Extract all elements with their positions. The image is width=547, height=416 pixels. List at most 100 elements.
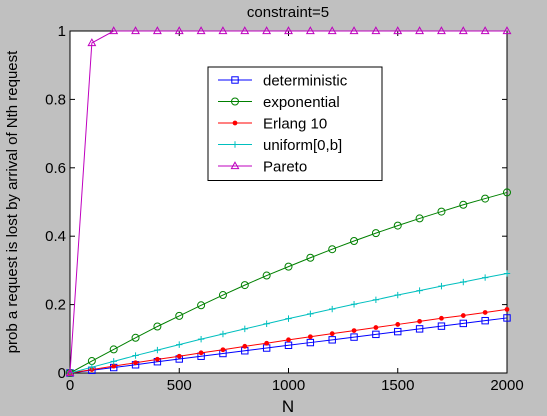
legend-label: exponential bbox=[263, 94, 340, 111]
legend-entry: Erlang 10 bbox=[218, 116, 327, 133]
data-point-triangle bbox=[480, 26, 490, 35]
legend-entry: uniform[0,b] bbox=[218, 137, 342, 154]
data-point-circle bbox=[231, 97, 239, 106]
data-point-dot bbox=[133, 360, 138, 366]
x-tick-label: 500 bbox=[167, 377, 192, 394]
series-line bbox=[69, 30, 507, 374]
data-point-plus bbox=[481, 274, 489, 281]
data-point-circle bbox=[218, 291, 227, 300]
data-point-dot bbox=[242, 343, 248, 349]
data-point-triangle bbox=[196, 26, 206, 35]
data-point-triangle bbox=[393, 26, 403, 35]
data-point-plus bbox=[263, 320, 270, 327]
y-tick-label: 0.4 bbox=[45, 228, 66, 245]
data-point-circle bbox=[350, 236, 359, 245]
data-point-circle bbox=[503, 188, 511, 197]
data-point-circle bbox=[240, 281, 249, 290]
data-point-dot bbox=[417, 318, 423, 324]
data-point-circle bbox=[284, 262, 293, 271]
data-point-circle bbox=[437, 207, 446, 216]
data-point-dot bbox=[286, 337, 291, 343]
data-point-triangle bbox=[262, 26, 272, 35]
axis-ticks: 0 500 1000 1500 2000 0 0.2 0.4 0.6 0.8 1 bbox=[45, 23, 524, 394]
legend: deterministic exponential Erlang 10 uniform… bbox=[207, 66, 383, 181]
data-point-square bbox=[394, 327, 402, 336]
data-point-triangle bbox=[436, 26, 446, 35]
data-point-plus bbox=[176, 341, 183, 348]
data-point-triangle bbox=[502, 26, 512, 35]
series-line bbox=[69, 317, 508, 374]
data-point-dot bbox=[329, 331, 335, 337]
data-point-circle bbox=[393, 221, 402, 230]
data-point-triangle bbox=[152, 26, 162, 35]
legend-entry: exponential bbox=[218, 94, 340, 111]
data-point-circle bbox=[415, 214, 424, 223]
legend-label: Erlang 10 bbox=[263, 116, 327, 133]
y-axis-label: prob a request is lost by arrival of Nth… bbox=[4, 50, 21, 353]
data-point-circle bbox=[481, 194, 490, 203]
data-point-triangle bbox=[458, 26, 468, 35]
x-axis-label: N bbox=[282, 397, 294, 416]
data-point-circle bbox=[131, 333, 140, 342]
data-point-plus bbox=[438, 282, 445, 290]
data-point-triangle bbox=[327, 26, 337, 35]
data-point-circle bbox=[459, 200, 468, 209]
legend-label: deterministic bbox=[263, 73, 348, 90]
legend-entry: deterministic bbox=[218, 73, 348, 90]
y-tick-label: 0.6 bbox=[45, 160, 66, 177]
data-point-circle bbox=[153, 322, 162, 331]
legend-label: uniform[0,b] bbox=[263, 137, 342, 154]
data-point-circle bbox=[262, 271, 271, 280]
data-point-circle bbox=[197, 301, 206, 310]
data-point-plus bbox=[110, 358, 117, 365]
data-point-triangle bbox=[371, 26, 381, 35]
data-point-circle bbox=[175, 311, 184, 320]
data-point-plus bbox=[416, 287, 423, 294]
data-point-square bbox=[328, 336, 336, 344]
data-point-triangle bbox=[240, 26, 250, 35]
series-uniform-0-b bbox=[66, 270, 511, 377]
chart-title: constraint=5 bbox=[247, 4, 329, 21]
series-layer bbox=[65, 26, 512, 377]
legend-label: Pareto bbox=[263, 159, 307, 176]
y-tick-label: 0.8 bbox=[45, 91, 66, 108]
data-point-dot bbox=[155, 356, 160, 362]
data-point-dot bbox=[439, 315, 444, 321]
series-line bbox=[69, 191, 508, 374]
data-point-triangle bbox=[174, 26, 184, 35]
legend-entry: Pareto bbox=[218, 159, 307, 176]
data-point-circle bbox=[328, 245, 337, 254]
data-point-dot bbox=[176, 353, 182, 359]
data-point-square bbox=[350, 333, 358, 341]
y-tick-label: 0.2 bbox=[45, 297, 66, 314]
series-exponential bbox=[66, 188, 511, 377]
data-point-triangle bbox=[218, 26, 228, 35]
data-point-square bbox=[231, 76, 239, 84]
data-point-dot bbox=[198, 350, 204, 356]
data-point-circle bbox=[306, 253, 315, 262]
data-point-plus bbox=[88, 363, 96, 371]
data-point-plus bbox=[132, 352, 139, 359]
data-point-dot bbox=[264, 340, 270, 346]
data-point-plus bbox=[231, 141, 239, 148]
data-point-dot bbox=[232, 120, 238, 126]
data-point-square bbox=[372, 330, 380, 339]
x-tick-label: 1500 bbox=[381, 377, 414, 394]
data-point-square bbox=[415, 325, 424, 333]
data-point-plus bbox=[219, 330, 227, 338]
data-point-plus bbox=[460, 278, 467, 286]
x-tick-label: 2000 bbox=[490, 377, 523, 394]
data-point-plus bbox=[241, 325, 248, 333]
data-point-plus bbox=[329, 305, 336, 313]
data-point-triangle bbox=[109, 26, 119, 35]
data-point-plus bbox=[394, 291, 401, 299]
data-point-square bbox=[437, 322, 446, 330]
series-pareto bbox=[65, 26, 512, 377]
x-tick-label: 0 bbox=[66, 377, 74, 394]
data-point-plus bbox=[285, 315, 292, 322]
data-point-triangle bbox=[349, 26, 359, 35]
data-point-triangle bbox=[415, 26, 425, 35]
data-point-plus bbox=[372, 296, 380, 304]
data-point-plus bbox=[307, 310, 314, 318]
